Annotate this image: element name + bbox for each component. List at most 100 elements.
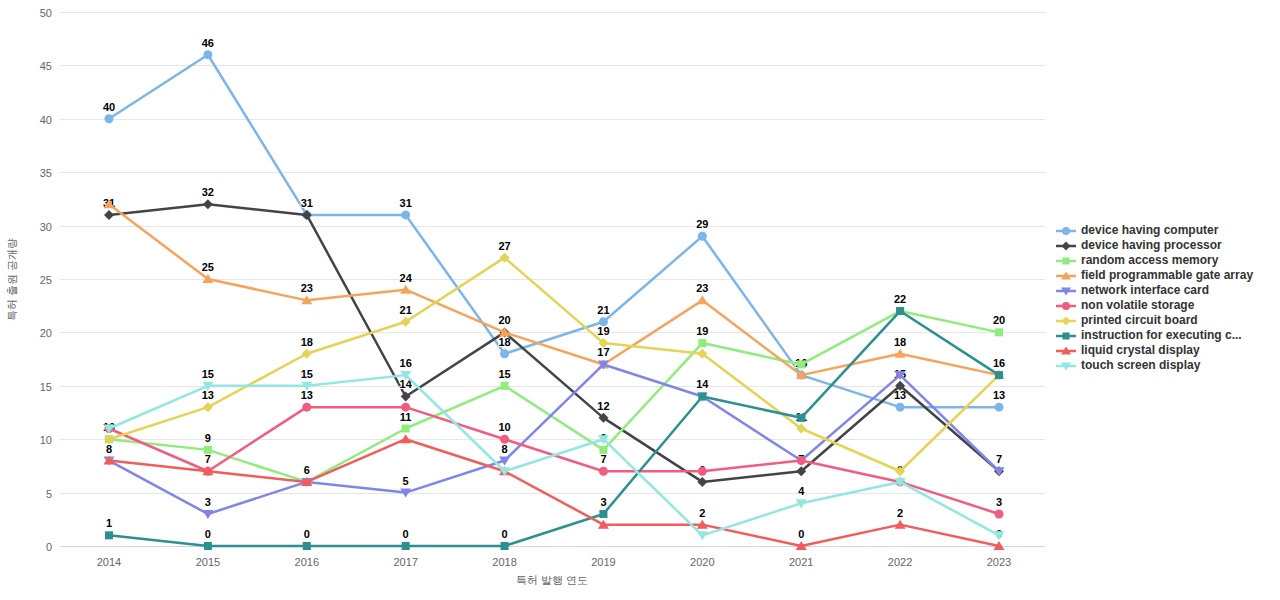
- data-point[interactable]: [797, 456, 806, 465]
- data-point[interactable]: [500, 349, 509, 358]
- data-point[interactable]: [697, 295, 708, 304]
- data-point[interactable]: [400, 434, 411, 443]
- data-point[interactable]: [401, 403, 410, 412]
- legend-item-network-interface-card[interactable]: network interface card: [1056, 283, 1253, 298]
- data-point[interactable]: [995, 509, 1004, 518]
- legend-item-label: instruction for executing c...: [1081, 328, 1242, 343]
- legend-item-liquid-crystal-display[interactable]: liquid crystal display: [1056, 343, 1253, 358]
- y-axis-tick-label: 0: [46, 541, 52, 553]
- data-point[interactable]: [698, 339, 706, 347]
- data-point[interactable]: [402, 542, 410, 550]
- data-point[interactable]: [995, 371, 1003, 379]
- data-point[interactable]: [599, 467, 608, 476]
- legend-marker-icon: [1056, 255, 1076, 267]
- legend-marker-icon: [1056, 285, 1076, 297]
- data-point[interactable]: [896, 307, 904, 315]
- y-axis-tick-label: 15: [40, 381, 52, 393]
- legend-marker-icon: [1056, 360, 1076, 372]
- y-axis-title: 특허 출원 공개량: [5, 210, 20, 350]
- data-point[interactable]: [204, 542, 212, 550]
- data-label: 46: [202, 37, 214, 49]
- data-point[interactable]: [697, 531, 708, 540]
- data-label: 17: [597, 346, 609, 358]
- data-label: 23: [301, 282, 313, 294]
- legend-marker-icon: [1056, 315, 1076, 327]
- data-point[interactable]: [203, 50, 212, 59]
- data-label: 16: [400, 357, 412, 369]
- data-point[interactable]: [104, 210, 114, 220]
- data-point[interactable]: [895, 520, 906, 529]
- y-axis-tick-label: 50: [40, 7, 52, 19]
- legend-item-touch-screen-display[interactable]: touch screen display: [1056, 358, 1253, 373]
- legend-item-printed-circuit-board[interactable]: printed circuit board: [1056, 313, 1253, 328]
- legend-item-random-access-memory[interactable]: random access memory: [1056, 253, 1253, 268]
- data-point[interactable]: [995, 403, 1004, 412]
- data-point[interactable]: [203, 402, 213, 412]
- x-axis-tick-label: 2016: [295, 556, 319, 568]
- data-label: 0: [403, 528, 409, 540]
- data-point[interactable]: [698, 232, 707, 241]
- data-label: 40: [103, 101, 115, 113]
- data-point[interactable]: [895, 349, 906, 358]
- data-point[interactable]: [698, 392, 706, 400]
- data-label: 15: [301, 368, 313, 380]
- legend-item-field-programmable-gate-array[interactable]: field programmable gate array: [1056, 268, 1253, 283]
- legend-marker-icon: [1056, 240, 1076, 252]
- series-device-having-processor: 313214201267157: [103, 186, 1004, 487]
- series-line: [109, 55, 999, 407]
- legend-item-non-volatile-storage[interactable]: non volatile storage: [1056, 298, 1253, 313]
- data-label: 0: [798, 528, 804, 540]
- legend-marker-icon: [1056, 330, 1076, 342]
- data-point[interactable]: [203, 199, 213, 209]
- data-label: 2: [699, 507, 705, 519]
- legend-marker-icon: [1056, 225, 1076, 237]
- data-point[interactable]: [302, 349, 312, 359]
- data-label: 9: [205, 432, 211, 444]
- data-label: 11: [400, 411, 412, 423]
- data-label: 6: [304, 464, 310, 476]
- legend-item-label: random access memory: [1081, 253, 1218, 268]
- data-label: 4: [798, 485, 805, 497]
- data-point[interactable]: [599, 510, 607, 518]
- data-point[interactable]: [995, 328, 1003, 336]
- data-point[interactable]: [797, 414, 805, 422]
- data-point[interactable]: [501, 542, 509, 550]
- x-axis-tick-label: 2014: [97, 556, 121, 568]
- legend-item-label: network interface card: [1081, 283, 1209, 298]
- data-label: 19: [696, 325, 708, 337]
- data-label: 20: [993, 314, 1005, 326]
- legend-item-instruction-for-executing-c[interactable]: instruction for executing c...: [1056, 328, 1253, 343]
- legend-item-device-having-processor[interactable]: device having processor: [1056, 238, 1253, 253]
- data-label: 31: [301, 197, 313, 209]
- data-label: 24: [400, 272, 413, 284]
- data-point[interactable]: [500, 435, 509, 444]
- data-label: 0: [304, 528, 310, 540]
- data-point[interactable]: [401, 210, 410, 219]
- data-label: 29: [696, 218, 708, 230]
- data-point[interactable]: [302, 403, 311, 412]
- data-point[interactable]: [105, 531, 113, 539]
- data-point[interactable]: [896, 403, 905, 412]
- data-point[interactable]: [501, 382, 509, 390]
- data-label: 10: [498, 421, 510, 433]
- legend-item-label: liquid crystal display: [1081, 343, 1200, 358]
- data-point[interactable]: [698, 467, 707, 476]
- data-point[interactable]: [402, 425, 410, 433]
- legend-marker-icon: [1056, 300, 1076, 312]
- data-point[interactable]: [303, 542, 311, 550]
- y-axis-tick-label: 10: [40, 434, 52, 446]
- data-label: 13: [993, 389, 1005, 401]
- data-point[interactable]: [105, 114, 114, 123]
- data-point[interactable]: [797, 360, 805, 368]
- data-label: 5: [403, 475, 409, 487]
- y-axis-tick-label: 40: [40, 114, 52, 126]
- data-point[interactable]: [202, 510, 213, 519]
- legend-item-device-having-computer[interactable]: device having computer: [1056, 223, 1253, 238]
- data-label: 20: [498, 314, 510, 326]
- x-axis-tick-label: 2019: [591, 556, 615, 568]
- series-printed-circuit-board: 131821271911: [104, 240, 1004, 477]
- series-instruction-for-executing-c: 100003: [105, 307, 1003, 550]
- series-line: [109, 204, 999, 482]
- legend-item-label: device having processor: [1081, 238, 1222, 253]
- legend-item-label: device having computer: [1081, 223, 1218, 238]
